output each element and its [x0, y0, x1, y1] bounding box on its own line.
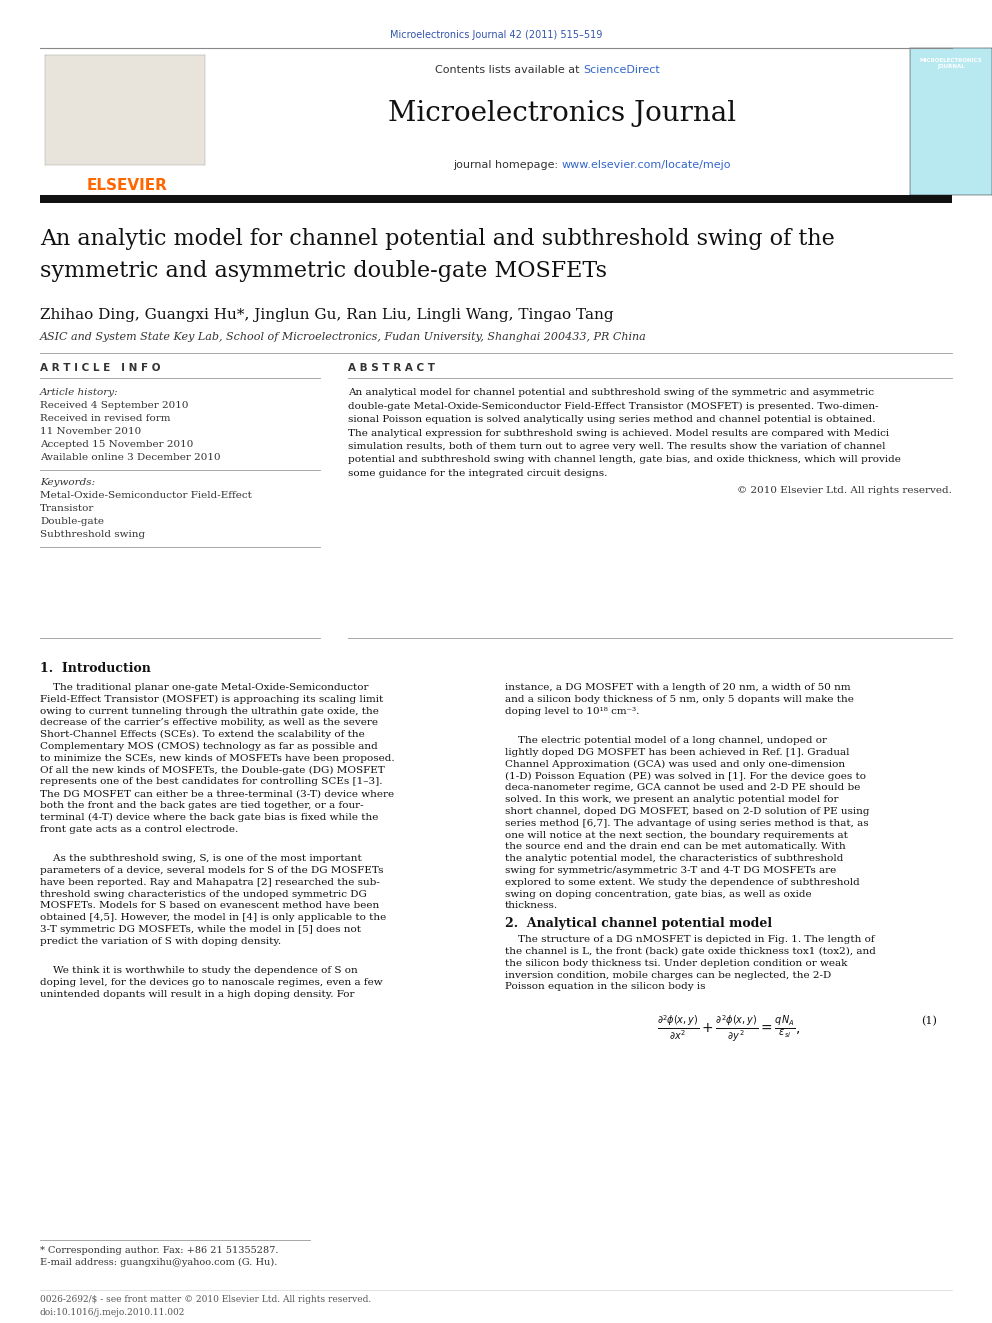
Text: owing to current tunneling through the ultrathin gate oxide, the: owing to current tunneling through the u… [40, 706, 379, 716]
Text: both the front and the back gates are tied together, or a four-: both the front and the back gates are ti… [40, 800, 364, 810]
Text: the analytic potential model, the characteristics of subthreshold: the analytic potential model, the charac… [505, 855, 843, 863]
Text: the silicon body thickness tsi. Under depletion condition or weak: the silicon body thickness tsi. Under de… [505, 959, 847, 968]
Text: Short-Channel Effects (SCEs). To extend the scalability of the: Short-Channel Effects (SCEs). To extend … [40, 730, 365, 740]
Text: unintended dopants will result in a high doping density. For: unintended dopants will result in a high… [40, 990, 354, 999]
Text: Accepted 15 November 2010: Accepted 15 November 2010 [40, 441, 193, 448]
Text: © 2010 Elsevier Ltd. All rights reserved.: © 2010 Elsevier Ltd. All rights reserved… [737, 487, 952, 496]
Text: obtained [4,5]. However, the model in [4] is only applicable to the: obtained [4,5]. However, the model in [4… [40, 913, 386, 922]
Text: The structure of a DG nMOSFET is depicted in Fig. 1. The length of: The structure of a DG nMOSFET is depicte… [505, 935, 875, 945]
Text: ScienceDirect: ScienceDirect [583, 65, 660, 75]
Text: instance, a DG MOSFET with a length of 20 nm, a width of 50 nm: instance, a DG MOSFET with a length of 2… [505, 683, 850, 692]
Text: Channel Approximation (GCA) was used and only one-dimension: Channel Approximation (GCA) was used and… [505, 759, 845, 769]
Text: MICROELECTRONICS
JOURNAL: MICROELECTRONICS JOURNAL [920, 58, 982, 69]
Text: explored to some extent. We study the dependence of subthreshold: explored to some extent. We study the de… [505, 877, 860, 886]
Text: decrease of the carrier’s effective mobility, as well as the severe: decrease of the carrier’s effective mobi… [40, 718, 378, 728]
Text: Transistor: Transistor [40, 504, 94, 513]
Text: Received in revised form: Received in revised form [40, 414, 171, 423]
Text: An analytical model for channel potential and subthreshold swing of the symmetri: An analytical model for channel potentia… [348, 388, 874, 397]
Text: lightly doped DG MOSFET has been achieved in Ref. [1]. Gradual: lightly doped DG MOSFET has been achieve… [505, 747, 849, 757]
Text: deca-nanometer regime, GCA cannot be used and 2-D PE should be: deca-nanometer regime, GCA cannot be use… [505, 783, 860, 792]
Text: sional Poisson equation is solved analytically using series method and channel p: sional Poisson equation is solved analyt… [348, 415, 876, 423]
Text: solved. In this work, we present an analytic potential model for: solved. In this work, we present an anal… [505, 795, 838, 804]
Text: some guidance for the integrated circuit designs.: some guidance for the integrated circuit… [348, 468, 607, 478]
Text: ELSEVIER: ELSEVIER [86, 179, 168, 193]
Text: Poisson equation in the silicon body is: Poisson equation in the silicon body is [505, 983, 705, 991]
Text: journal homepage:: journal homepage: [453, 160, 562, 169]
Text: Double-gate: Double-gate [40, 517, 104, 527]
Text: 0026-2692/$ - see front matter © 2010 Elsevier Ltd. All rights reserved.: 0026-2692/$ - see front matter © 2010 El… [40, 1295, 371, 1304]
Text: Contents lists available at: Contents lists available at [435, 65, 583, 75]
Text: (1): (1) [922, 1016, 937, 1027]
Text: threshold swing characteristics of the undoped symmetric DG: threshold swing characteristics of the u… [40, 889, 367, 898]
Text: potential and subthreshold swing with channel length, gate bias, and oxide thick: potential and subthreshold swing with ch… [348, 455, 901, 464]
Text: front gate acts as a control electrode.: front gate acts as a control electrode. [40, 824, 238, 833]
Text: www.elsevier.com/locate/mejo: www.elsevier.com/locate/mejo [562, 160, 731, 169]
Text: E-mail address: guangxihu@yahoo.com (G. Hu).: E-mail address: guangxihu@yahoo.com (G. … [40, 1258, 278, 1267]
Text: to minimize the SCEs, new kinds of MOSFETs have been proposed.: to minimize the SCEs, new kinds of MOSFE… [40, 754, 395, 763]
Text: Microelectronics Journal: Microelectronics Journal [388, 101, 736, 127]
Text: double-gate Metal-Oxide-Semiconductor Field-Effect Transistor (MOSFET) is presen: double-gate Metal-Oxide-Semiconductor Fi… [348, 401, 879, 410]
Text: doping level, for the devices go to nanoscale regimes, even a few: doping level, for the devices go to nano… [40, 978, 383, 987]
Text: The electric potential model of a long channel, undoped or: The electric potential model of a long c… [505, 736, 827, 745]
Text: (1-D) Poisson Equation (PE) was solved in [1]. For the device goes to: (1-D) Poisson Equation (PE) was solved i… [505, 771, 866, 781]
Text: 2.  Analytical channel potential model: 2. Analytical channel potential model [505, 917, 772, 930]
Text: short channel, doped DG MOSFET, based on 2-D solution of PE using: short channel, doped DG MOSFET, based on… [505, 807, 870, 816]
Text: represents one of the best candidates for controlling SCEs [1–3].: represents one of the best candidates fo… [40, 778, 383, 786]
Text: Zhihao Ding, Guangxi Hu*, Jinglun Gu, Ran Liu, Lingli Wang, Tingao Tang: Zhihao Ding, Guangxi Hu*, Jinglun Gu, Ra… [40, 308, 614, 321]
Text: the source end and the drain end can be met automatically. With: the source end and the drain end can be … [505, 843, 846, 852]
Text: Microelectronics Journal 42 (2011) 515–519: Microelectronics Journal 42 (2011) 515–5… [390, 30, 602, 40]
Text: terminal (4-T) device where the back gate bias is fixed while the: terminal (4-T) device where the back gat… [40, 812, 378, 822]
Text: Received 4 September 2010: Received 4 September 2010 [40, 401, 188, 410]
Text: Of all the new kinds of MOSFETs, the Double-gate (DG) MOSFET: Of all the new kinds of MOSFETs, the Dou… [40, 766, 385, 775]
Text: * Corresponding author. Fax: +86 21 51355287.: * Corresponding author. Fax: +86 21 5135… [40, 1246, 279, 1256]
Text: the channel is L, the front (back) gate oxide thickness tox1 (tox2), and: the channel is L, the front (back) gate … [505, 947, 876, 957]
Text: Keywords:: Keywords: [40, 478, 95, 487]
Text: swing on doping concentration, gate bias, as well as oxide: swing on doping concentration, gate bias… [505, 889, 811, 898]
Text: An analytic model for channel potential and subthreshold swing of the: An analytic model for channel potential … [40, 228, 834, 250]
Text: parameters of a device, several models for S of the DG MOSFETs: parameters of a device, several models f… [40, 867, 384, 875]
Text: Subthreshold swing: Subthreshold swing [40, 531, 145, 538]
Text: As the subthreshold swing, S, is one of the most important: As the subthreshold swing, S, is one of … [40, 855, 362, 863]
Text: symmetric and asymmetric double-gate MOSFETs: symmetric and asymmetric double-gate MOS… [40, 261, 607, 282]
Text: The traditional planar one-gate Metal-Oxide-Semiconductor: The traditional planar one-gate Metal-Ox… [40, 683, 368, 692]
Text: MOSFETs. Models for S based on evanescent method have been: MOSFETs. Models for S based on evanescen… [40, 901, 379, 910]
Text: Complementary MOS (CMOS) technology as far as possible and: Complementary MOS (CMOS) technology as f… [40, 742, 378, 751]
Text: We think it is worthwhile to study the dependence of S on: We think it is worthwhile to study the d… [40, 966, 358, 975]
Text: $\frac{\partial^2 \phi(x,y)}{\partial x^2} + \frac{\partial^2 \phi(x,y)}{\partia: $\frac{\partial^2 \phi(x,y)}{\partial x^… [657, 1015, 800, 1044]
Text: The DG MOSFET can either be a three-terminal (3-T) device where: The DG MOSFET can either be a three-term… [40, 790, 394, 798]
Text: 11 November 2010: 11 November 2010 [40, 427, 141, 437]
Text: have been reported. Ray and Mahapatra [2] researched the sub-: have been reported. Ray and Mahapatra [2… [40, 877, 380, 886]
Text: A B S T R A C T: A B S T R A C T [348, 363, 435, 373]
Text: 1.  Introduction: 1. Introduction [40, 662, 151, 675]
Text: ASIC and System State Key Lab, School of Microelectronics, Fudan University, Sha: ASIC and System State Key Lab, School of… [40, 332, 647, 343]
Text: series method [6,7]. The advantage of using series method is that, as: series method [6,7]. The advantage of us… [505, 819, 869, 828]
Text: Available online 3 December 2010: Available online 3 December 2010 [40, 452, 220, 462]
Text: simulation results, both of them turn out to agree very well. The results show t: simulation results, both of them turn ou… [348, 442, 886, 451]
Text: Metal-Oxide-Semiconductor Field-Effect: Metal-Oxide-Semiconductor Field-Effect [40, 491, 252, 500]
Text: Field-Effect Transistor (MOSFET) is approaching its scaling limit: Field-Effect Transistor (MOSFET) is appr… [40, 695, 383, 704]
Text: Article history:: Article history: [40, 388, 119, 397]
Text: inversion condition, mobile charges can be neglected, the 2-D: inversion condition, mobile charges can … [505, 971, 831, 979]
Text: doi:10.1016/j.mejo.2010.11.002: doi:10.1016/j.mejo.2010.11.002 [40, 1308, 186, 1316]
Text: The analytical expression for subthreshold swing is achieved. Model results are : The analytical expression for subthresho… [348, 429, 889, 438]
Text: one will notice at the next section, the boundary requirements at: one will notice at the next section, the… [505, 831, 848, 840]
Text: and a silicon body thickness of 5 nm, only 5 dopants will make the: and a silicon body thickness of 5 nm, on… [505, 695, 854, 704]
Text: swing for symmetric/asymmetric 3-T and 4-T DG MOSFETs are: swing for symmetric/asymmetric 3-T and 4… [505, 867, 836, 875]
Text: thickness.: thickness. [505, 901, 558, 910]
Text: predict the variation of S with doping density.: predict the variation of S with doping d… [40, 937, 281, 946]
Text: A R T I C L E   I N F O: A R T I C L E I N F O [40, 363, 161, 373]
Text: 3-T symmetric DG MOSFETs, while the model in [5] does not: 3-T symmetric DG MOSFETs, while the mode… [40, 925, 361, 934]
Text: doping level to 10¹⁸ cm⁻³.: doping level to 10¹⁸ cm⁻³. [505, 706, 640, 716]
